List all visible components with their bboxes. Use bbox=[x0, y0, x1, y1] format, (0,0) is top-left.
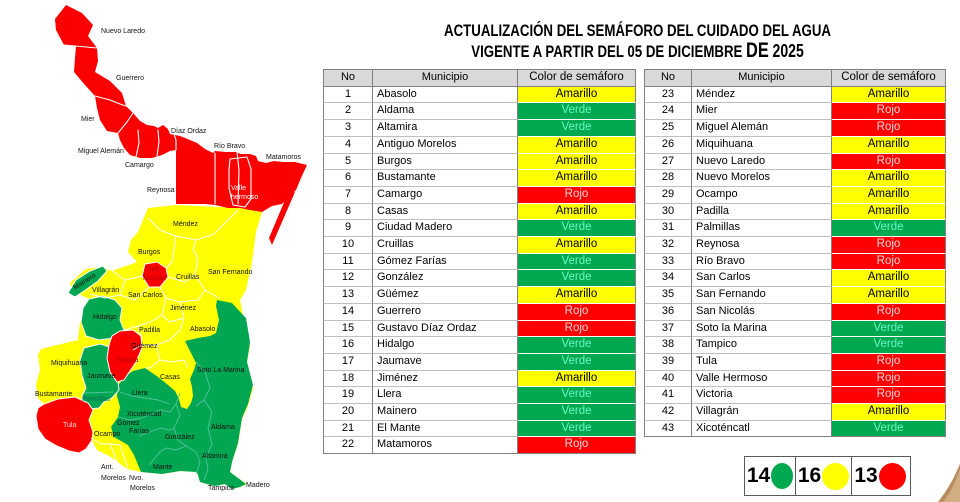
svg-text:Matamoros: Matamoros bbox=[266, 154, 302, 161]
svg-text:Miquihuana: Miquihuana bbox=[51, 360, 87, 367]
svg-text:Méndez: Méndez bbox=[173, 221, 198, 228]
svg-text:Jiménez: Jiménez bbox=[170, 305, 197, 312]
svg-text:Madero: Madero bbox=[246, 482, 270, 489]
svg-text:Soto La Marina: Soto La Marina bbox=[197, 367, 245, 374]
svg-text:Casas: Casas bbox=[160, 374, 180, 381]
svg-text:Camargo: Camargo bbox=[125, 162, 154, 169]
svg-text:Victoria: Victoria bbox=[115, 357, 138, 364]
svg-text:Altamira: Altamira bbox=[202, 453, 228, 460]
svg-text:Díaz Ordaz: Díaz Ordaz bbox=[171, 128, 207, 135]
svg-text:Farías: Farías bbox=[129, 428, 149, 435]
svg-text:Villagrán: Villagrán bbox=[92, 287, 119, 294]
svg-text:Jaumave: Jaumave bbox=[87, 373, 116, 380]
svg-text:Tula: Tula bbox=[63, 422, 76, 429]
svg-text:Morelos: Morelos bbox=[130, 485, 155, 492]
svg-text:Güémez: Güémez bbox=[131, 343, 158, 350]
svg-text:Morelos: Morelos bbox=[101, 475, 126, 482]
svg-text:Mante: Mante bbox=[153, 464, 173, 471]
svg-text:Bustamante: Bustamante bbox=[35, 391, 72, 398]
svg-text:Ocampo: Ocampo bbox=[94, 431, 121, 438]
svg-text:Río Bravo: Río Bravo bbox=[214, 143, 245, 150]
svg-text:San Carlos: San Carlos bbox=[128, 292, 163, 299]
svg-text:González: González bbox=[165, 434, 195, 441]
svg-text:Aldama: Aldama bbox=[211, 424, 235, 431]
svg-text:Tampico: Tampico bbox=[208, 485, 234, 492]
svg-text:San Fernando: San Fernando bbox=[208, 269, 252, 276]
svg-text:Abasolo: Abasolo bbox=[190, 326, 215, 333]
svg-text:Palmillas: Palmillas bbox=[82, 396, 111, 403]
svg-text:Xicoténcatl: Xicoténcatl bbox=[127, 411, 162, 418]
svg-text:Nuevo Laredo: Nuevo Laredo bbox=[101, 28, 145, 35]
svg-text:Gómez: Gómez bbox=[117, 420, 140, 427]
svg-text:Llera: Llera bbox=[132, 390, 148, 397]
svg-text:Valle: Valle bbox=[231, 185, 246, 192]
svg-text:hermoso: hermoso bbox=[231, 194, 258, 201]
svg-text:Nicolás: Nicolás bbox=[143, 275, 166, 282]
svg-text:Guerrero: Guerrero bbox=[116, 75, 144, 82]
svg-text:Reynosa: Reynosa bbox=[147, 187, 175, 194]
svg-text:Mier: Mier bbox=[81, 116, 95, 123]
svg-text:Miguel Alemán: Miguel Alemán bbox=[78, 148, 124, 155]
svg-text:Padilla: Padilla bbox=[139, 327, 160, 334]
svg-text:San: San bbox=[147, 266, 160, 273]
svg-text:Burgos: Burgos bbox=[138, 249, 161, 256]
svg-text:Nvo.: Nvo. bbox=[129, 475, 143, 482]
svg-text:Hidalgo: Hidalgo bbox=[93, 314, 117, 321]
svg-text:Cruillas: Cruillas bbox=[176, 274, 200, 281]
svg-text:Ant.: Ant. bbox=[101, 464, 114, 471]
